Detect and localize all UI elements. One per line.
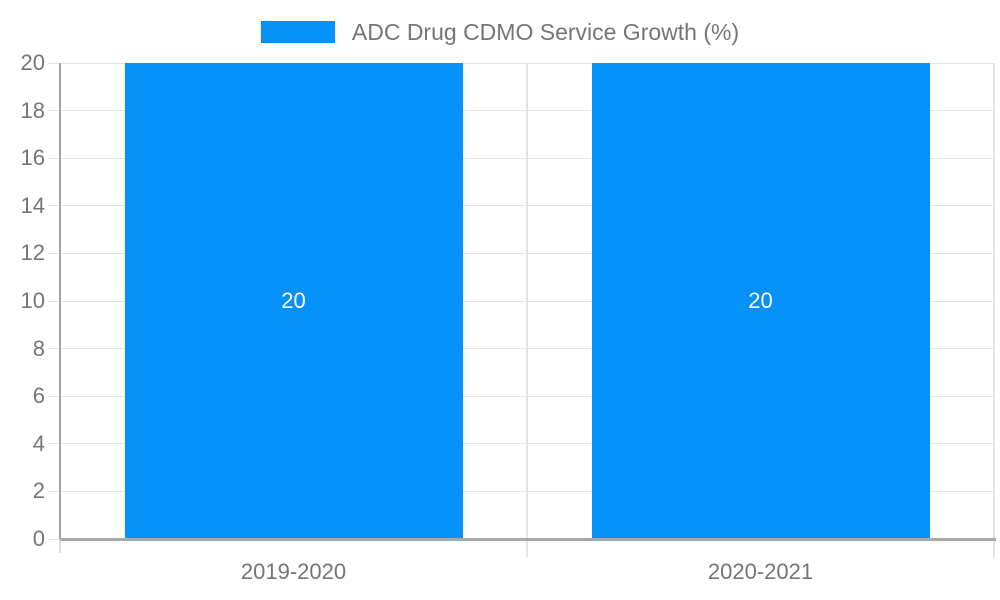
bar[interactable]	[591, 63, 930, 539]
gridline	[48, 300, 994, 302]
y-tick-label: 8	[32, 335, 45, 361]
legend-swatch-icon[interactable]	[260, 21, 335, 43]
x-category-label: 2020-2021	[707, 559, 814, 584]
gridline	[48, 62, 994, 64]
bar-value-label: 20	[748, 288, 773, 313]
gridline	[48, 490, 994, 492]
gridline	[48, 205, 994, 207]
y-tick-label: 6	[32, 383, 45, 409]
gridline	[48, 443, 994, 445]
y-tick-label: 14	[20, 192, 45, 218]
plot-right-border	[993, 63, 995, 557]
x-category-label: 2019-2020	[240, 559, 347, 584]
gridline	[48, 348, 994, 350]
legend-label: ADC Drug CDMO Service Growth (%)	[351, 18, 740, 45]
bar-value-label: 20	[281, 288, 306, 313]
gridline	[48, 157, 994, 159]
category-divider	[526, 63, 528, 557]
y-tick-label: 0	[32, 526, 45, 551]
y-axis-line	[59, 63, 61, 539]
chart-legend[interactable]: ADC Drug CDMO Service Growth (%)	[0, 18, 1000, 45]
gridline	[48, 110, 994, 112]
y-tick-label: 12	[20, 240, 45, 266]
y-tick-label: 18	[20, 97, 45, 123]
y-tick-label: 16	[20, 145, 45, 171]
bar[interactable]	[124, 63, 463, 539]
y-tick-label: 4	[32, 430, 45, 456]
y-axis-bottom-tick	[59, 539, 61, 553]
y-tick-label: 2	[32, 478, 45, 504]
x-axis-baseline	[60, 538, 996, 541]
gridline	[48, 395, 994, 397]
gridline	[48, 252, 994, 254]
y-tick-label: 10	[20, 288, 45, 313]
y-tick-label: 20	[20, 50, 45, 75]
